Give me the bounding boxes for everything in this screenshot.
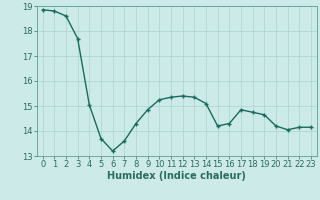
X-axis label: Humidex (Indice chaleur): Humidex (Indice chaleur) xyxy=(108,171,246,181)
